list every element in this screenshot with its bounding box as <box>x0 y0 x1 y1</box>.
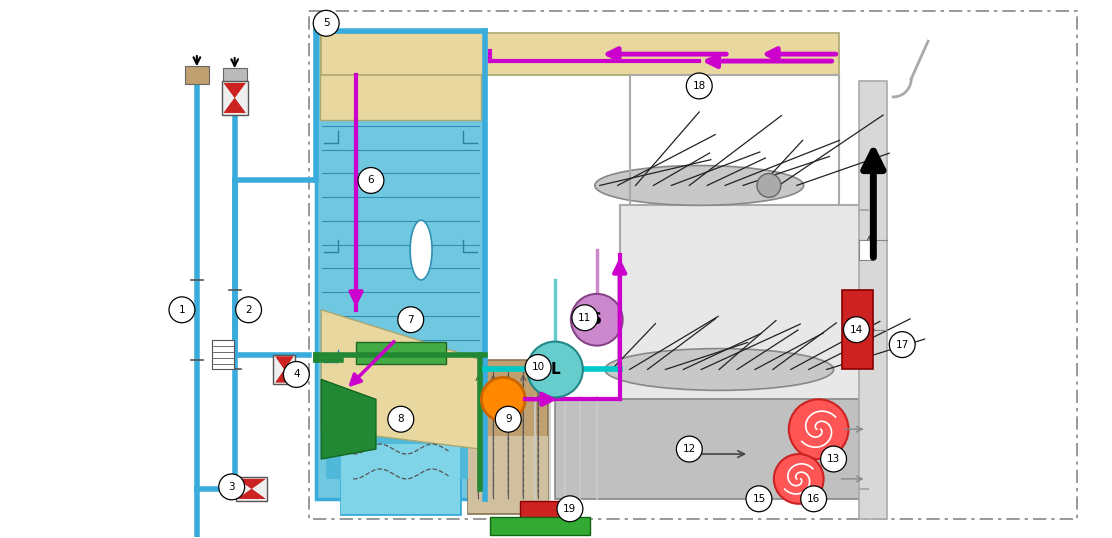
Text: 13: 13 <box>827 454 841 464</box>
Text: 18: 18 <box>693 81 706 91</box>
Bar <box>490 516 589 535</box>
Polygon shape <box>276 370 294 383</box>
Polygon shape <box>276 370 294 383</box>
Text: 10: 10 <box>532 363 545 372</box>
Text: S: S <box>592 312 603 327</box>
Bar <box>316 31 485 499</box>
Bar <box>555 399 863 499</box>
Circle shape <box>398 307 424 332</box>
Text: 1: 1 <box>179 305 186 315</box>
Circle shape <box>801 486 826 512</box>
Text: 4: 4 <box>294 370 299 379</box>
Circle shape <box>821 446 846 472</box>
Circle shape <box>844 317 870 343</box>
Polygon shape <box>238 479 266 489</box>
Circle shape <box>557 496 583 522</box>
Ellipse shape <box>595 166 804 206</box>
Text: 6: 6 <box>368 175 375 186</box>
Text: 16: 16 <box>807 494 821 504</box>
Circle shape <box>481 378 525 421</box>
Circle shape <box>525 355 552 380</box>
Text: 9: 9 <box>505 414 512 424</box>
Text: 8: 8 <box>397 414 404 424</box>
Circle shape <box>676 436 703 462</box>
Bar <box>860 240 873 260</box>
Bar <box>309 11 1078 519</box>
Circle shape <box>236 297 261 323</box>
Polygon shape <box>326 359 476 479</box>
Bar <box>320 35 481 120</box>
Circle shape <box>495 406 522 432</box>
Bar <box>221 81 248 115</box>
Text: 2: 2 <box>246 305 252 315</box>
Bar <box>236 477 268 501</box>
Bar <box>842 290 873 370</box>
Polygon shape <box>276 357 294 370</box>
Circle shape <box>686 73 712 99</box>
Circle shape <box>284 362 309 387</box>
Bar <box>274 355 296 385</box>
Text: 12: 12 <box>683 444 696 454</box>
Text: 14: 14 <box>850 325 863 335</box>
Text: L: L <box>550 362 559 377</box>
Polygon shape <box>224 83 246 98</box>
Text: 19: 19 <box>564 504 576 514</box>
Circle shape <box>774 454 824 504</box>
Circle shape <box>890 331 915 358</box>
Circle shape <box>527 342 583 398</box>
Polygon shape <box>321 379 376 459</box>
Text: 11: 11 <box>578 313 592 323</box>
Circle shape <box>746 486 772 512</box>
Polygon shape <box>276 357 294 370</box>
Bar <box>468 359 548 514</box>
Polygon shape <box>224 98 246 113</box>
Bar <box>860 320 873 339</box>
Bar <box>321 33 838 75</box>
Bar <box>520 501 560 521</box>
Text: 7: 7 <box>407 315 414 325</box>
Bar <box>356 342 446 364</box>
Circle shape <box>757 173 781 197</box>
Polygon shape <box>224 83 246 98</box>
Circle shape <box>169 297 195 323</box>
Circle shape <box>219 474 245 500</box>
Polygon shape <box>238 479 266 489</box>
Circle shape <box>358 167 384 193</box>
Polygon shape <box>321 310 480 449</box>
Text: 5: 5 <box>322 18 329 29</box>
Bar <box>185 66 209 84</box>
Polygon shape <box>224 98 246 113</box>
Circle shape <box>572 305 598 331</box>
Circle shape <box>388 406 414 432</box>
Circle shape <box>314 10 339 36</box>
Text: 17: 17 <box>895 339 909 350</box>
Circle shape <box>788 399 848 459</box>
Polygon shape <box>238 489 266 499</box>
Text: 3: 3 <box>228 482 235 492</box>
Ellipse shape <box>605 349 834 391</box>
Bar <box>860 81 887 519</box>
Ellipse shape <box>410 220 433 280</box>
Bar <box>222 68 247 84</box>
Bar <box>341 444 460 514</box>
Circle shape <box>570 294 623 345</box>
Bar <box>468 436 548 513</box>
Bar <box>341 359 460 514</box>
Bar <box>211 339 234 370</box>
Bar <box>619 206 868 494</box>
Polygon shape <box>238 489 266 499</box>
Text: 15: 15 <box>753 494 765 504</box>
